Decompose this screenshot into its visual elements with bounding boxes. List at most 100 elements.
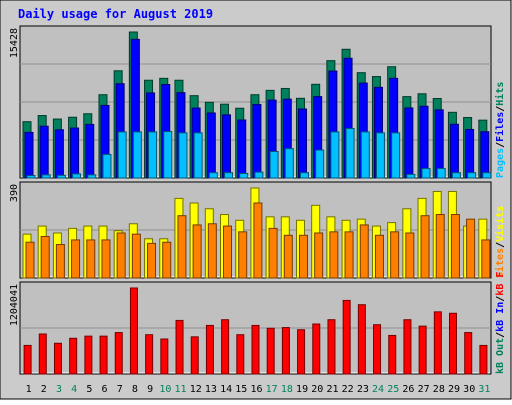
day-label-16: 16 xyxy=(250,384,262,395)
legend-entry: / xyxy=(495,332,506,338)
bar-sites-day-11 xyxy=(177,215,187,279)
bar-kb-f-day-20 xyxy=(312,323,321,375)
bar-sites-day-10 xyxy=(162,241,172,279)
day-label-14: 14 xyxy=(220,384,232,395)
day-label-18: 18 xyxy=(281,384,293,395)
day-label-9: 9 xyxy=(147,384,153,395)
bar-kb-f-day-17 xyxy=(266,327,275,375)
bar-kb-f-day-26 xyxy=(403,319,412,375)
bar-kb-f-day-6 xyxy=(99,335,108,375)
bar-sites-day-16 xyxy=(253,202,263,279)
legend-entry: Visits xyxy=(494,206,506,242)
bar-pages-day-2 xyxy=(41,174,51,179)
bar-kb-f-day-18 xyxy=(281,327,290,375)
bar-sites-day-8 xyxy=(131,233,141,279)
day-label-28: 28 xyxy=(433,384,445,395)
bar-sites-day-14 xyxy=(223,225,233,279)
bar-kb-f-day-22 xyxy=(342,299,351,375)
bar-sites-day-15 xyxy=(238,231,248,279)
day-label-10: 10 xyxy=(159,384,171,395)
bar-sites-day-28 xyxy=(435,214,445,279)
bar-sites-day-23 xyxy=(359,224,369,279)
day-label-13: 13 xyxy=(205,384,217,395)
bar-sites-day-19 xyxy=(298,234,308,279)
bar-files-day-3 xyxy=(54,129,64,179)
bar-files-day-15 xyxy=(237,119,247,179)
bar-files-day-16 xyxy=(252,104,262,179)
bar-sites-day-5 xyxy=(86,239,96,279)
bar-files-day-29 xyxy=(449,123,459,179)
bar-files-day-14 xyxy=(222,114,232,179)
day-label-3: 3 xyxy=(56,384,62,395)
day-label-2: 2 xyxy=(41,384,47,395)
day-label-7: 7 xyxy=(117,384,123,395)
bar-kb-f-day-7 xyxy=(114,332,123,375)
bar-pages-day-3 xyxy=(56,174,66,179)
bar-sites-day-12 xyxy=(192,224,202,279)
bar-kb-f-day-11 xyxy=(175,319,184,375)
bar-files-day-19 xyxy=(297,108,307,179)
bar-pages-day-5 xyxy=(87,174,97,179)
bar-files-day-5 xyxy=(85,123,95,179)
bar-pages-day-12 xyxy=(193,132,203,179)
bar-files-day-4 xyxy=(70,127,80,179)
bar-sites-day-25 xyxy=(390,231,400,279)
bar-pages-day-22 xyxy=(345,128,355,179)
day-label-17: 17 xyxy=(266,384,278,395)
bar-sites-day-6 xyxy=(101,239,111,279)
bar-pages-day-17 xyxy=(269,151,279,179)
bar-files-day-2 xyxy=(39,125,49,179)
bar-sites-day-7 xyxy=(116,232,126,279)
bar-files-day-13 xyxy=(206,112,216,179)
visits-sites-panel: 390 Sites/Visits xyxy=(9,181,506,279)
bar-kb-f-day-15 xyxy=(236,334,245,375)
bar-kb-f-day-4 xyxy=(69,337,78,375)
bar-files-day-1 xyxy=(24,131,34,179)
bar-pages-day-21 xyxy=(330,131,340,179)
legend-entry: / xyxy=(495,296,506,302)
day-label-21: 21 xyxy=(326,384,338,395)
bar-sites-day-9 xyxy=(147,242,157,279)
bar-pages-day-23 xyxy=(360,131,370,179)
bar-sites-day-27 xyxy=(420,215,430,279)
legend-entry: Files xyxy=(494,112,506,142)
bar-sites-day-17 xyxy=(268,227,278,279)
chart-title: Daily usage for August 2019 xyxy=(18,7,213,21)
day-label-6: 6 xyxy=(102,384,108,395)
legend-entry: Sites xyxy=(494,248,506,278)
bar-files-day-26 xyxy=(404,107,414,179)
bar-pages-day-15 xyxy=(239,172,249,179)
legend-entry: kB F xyxy=(495,272,506,296)
bar-sites-day-24 xyxy=(374,234,384,279)
bar-kb-f-day-23 xyxy=(357,304,366,375)
bar-kb-f-day-3 xyxy=(53,342,62,375)
bar-sites-day-29 xyxy=(450,214,460,279)
bar-kb-f-day-21 xyxy=(327,319,336,375)
day-label-11: 11 xyxy=(175,384,187,395)
day-label-5: 5 xyxy=(86,384,92,395)
day-label-27: 27 xyxy=(418,384,430,395)
bar-sites-day-4 xyxy=(71,239,81,279)
bar-pages-day-25 xyxy=(391,132,401,179)
day-label-8: 8 xyxy=(132,384,138,395)
bar-pages-day-19 xyxy=(299,172,309,179)
y-max-label: 15428 xyxy=(9,28,20,58)
day-label-30: 30 xyxy=(463,384,475,395)
day-label-23: 23 xyxy=(357,384,369,395)
bar-sites-day-18 xyxy=(283,234,293,279)
legend-entry: kB Out xyxy=(495,338,506,374)
day-label-31: 31 xyxy=(478,384,490,395)
bar-pages-day-14 xyxy=(224,172,234,179)
bar-kb-f-day-10 xyxy=(160,338,169,375)
y-max-label: 1204041 xyxy=(9,284,20,326)
day-label-26: 26 xyxy=(402,384,414,395)
legend-entry: / xyxy=(495,242,506,248)
day-label-15: 15 xyxy=(235,384,247,395)
day-label-4: 4 xyxy=(71,384,77,395)
bar-kb-f-day-27 xyxy=(418,325,427,375)
bar-pages-day-24 xyxy=(375,132,385,179)
bar-kb-f-day-28 xyxy=(433,311,442,375)
